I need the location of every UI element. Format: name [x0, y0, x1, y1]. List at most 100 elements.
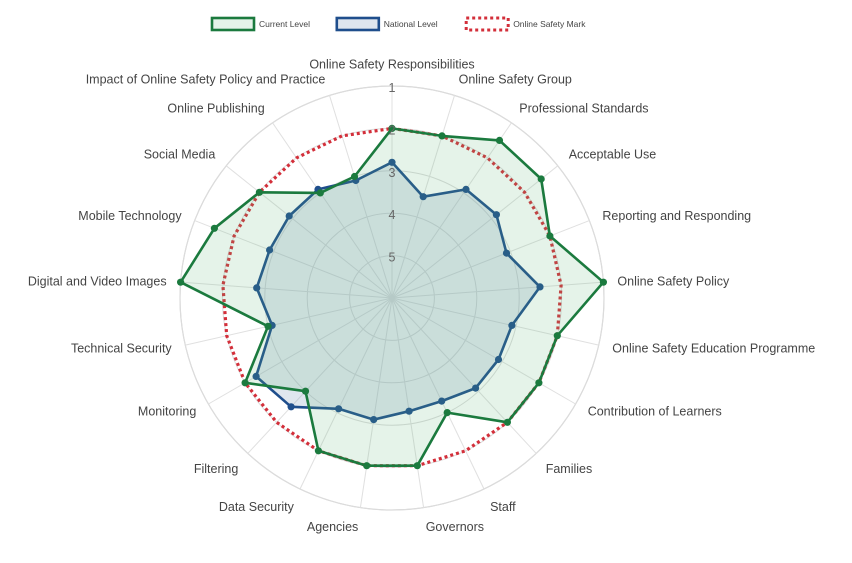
grid-spoke	[391, 220, 590, 299]
data-point[interactable]	[546, 232, 554, 240]
grid-spoke	[391, 297, 537, 454]
series-line	[179, 127, 605, 468]
data-point[interactable]	[405, 407, 413, 415]
radial-tick-label: 1	[389, 81, 396, 95]
category-label: Acceptable Use	[569, 147, 657, 161]
radial-tick-label: 4	[389, 208, 396, 222]
category-label: Online Publishing	[167, 102, 264, 116]
data-point[interactable]	[599, 278, 608, 286]
grid-spoke	[194, 220, 393, 299]
data-point[interactable]	[316, 189, 324, 197]
category-label: Contribution of Learners	[588, 404, 722, 418]
category-label: Online Safety Education Programme	[612, 342, 815, 356]
legend-item[interactable]: Online Safety Mark	[464, 16, 586, 32]
data-point[interactable]	[388, 124, 396, 132]
category-label: Staff	[490, 500, 516, 514]
data-point[interactable]	[255, 188, 263, 196]
legend-swatch	[464, 16, 510, 32]
legend[interactable]: Current Level National Level Online Safety…	[210, 16, 586, 32]
data-point[interactable]	[266, 246, 274, 254]
grid-spoke	[208, 297, 393, 405]
data-point[interactable]	[350, 172, 359, 181]
category-label: Professional Standards	[519, 102, 648, 116]
data-point[interactable]	[363, 462, 371, 470]
category-label: Social Media	[144, 147, 216, 161]
series-layer	[177, 124, 608, 470]
grid-spoke	[391, 297, 425, 508]
grid-spoke	[225, 165, 393, 299]
category-label: Technical Security	[71, 342, 172, 356]
category-label: Impact of Online Safety Policy and Pract…	[86, 72, 326, 86]
data-point[interactable]	[413, 462, 421, 470]
data-point[interactable]	[241, 379, 249, 387]
category-label: Governors	[426, 520, 484, 534]
data-point[interactable]	[438, 397, 446, 405]
grid-spoke	[180, 281, 393, 299]
grid-spoke	[272, 122, 393, 299]
series-current-level	[177, 124, 608, 470]
category-label: Mobile Technology	[78, 209, 182, 223]
data-point[interactable]	[287, 403, 295, 411]
legend-swatch	[335, 16, 381, 32]
category-label: Monitoring	[138, 404, 196, 418]
data-point[interactable]	[494, 355, 503, 364]
grid-spoke	[391, 297, 599, 346]
grid-spoke	[391, 297, 485, 490]
data-point[interactable]	[314, 447, 322, 455]
data-point[interactable]	[443, 409, 451, 417]
category-label: Filtering	[194, 462, 239, 476]
category-label: Digital and Video Images	[28, 274, 167, 288]
data-point[interactable]	[553, 332, 561, 340]
data-point[interactable]	[253, 284, 261, 292]
legend-label: National Level	[384, 19, 438, 29]
radial-tick-label: 5	[389, 251, 396, 265]
grid-spoke	[185, 297, 393, 346]
radial-tick-label: 3	[389, 166, 396, 180]
data-point[interactable]	[503, 418, 511, 426]
grid-spoke	[359, 297, 393, 508]
radial-tick-label: 2	[389, 123, 396, 137]
legend-item[interactable]: Current Level	[210, 16, 310, 32]
grid-spoke	[299, 297, 393, 490]
data-point[interactable]	[210, 224, 218, 232]
data-point[interactable]	[301, 387, 310, 395]
category-label: Data Security	[219, 500, 295, 514]
grid-spoke	[247, 297, 393, 454]
data-point[interactable]	[502, 249, 511, 257]
data-point[interactable]	[177, 278, 185, 286]
data-point[interactable]	[536, 283, 544, 291]
data-point[interactable]	[370, 416, 378, 424]
series-line	[254, 161, 542, 421]
category-label: Families	[546, 462, 593, 476]
data-point[interactable]	[537, 175, 545, 183]
data-point[interactable]	[438, 132, 446, 140]
data-point[interactable]	[462, 185, 470, 193]
data-point[interactable]	[495, 136, 504, 144]
data-point[interactable]	[508, 321, 516, 329]
legend-swatch	[210, 16, 256, 32]
data-point[interactable]	[388, 158, 396, 166]
legend-label: Current Level	[259, 19, 310, 29]
category-label: Reporting and Responding	[602, 209, 751, 223]
data-point[interactable]	[285, 212, 293, 220]
grid-spoke	[391, 122, 512, 299]
legend-item[interactable]: National Level	[335, 16, 438, 32]
data-point[interactable]	[492, 211, 500, 219]
category-label: Online Safety Group	[459, 72, 572, 86]
data-point[interactable]	[535, 379, 543, 387]
data-point[interactable]	[252, 372, 260, 380]
legend-label: Online Safety Mark	[513, 19, 586, 29]
data-point[interactable]	[419, 193, 427, 201]
category-label: Agencies	[307, 520, 358, 534]
data-point[interactable]	[335, 405, 343, 413]
grid-spoke	[391, 297, 576, 405]
category-label: Online Safety Policy	[617, 274, 730, 288]
data-point[interactable]	[472, 384, 480, 392]
data-point[interactable]	[264, 322, 272, 330]
radial-tick-labels: 1 2 3 4 5	[389, 81, 396, 265]
series-national-level	[252, 158, 544, 424]
grid-spoke	[329, 95, 393, 299]
